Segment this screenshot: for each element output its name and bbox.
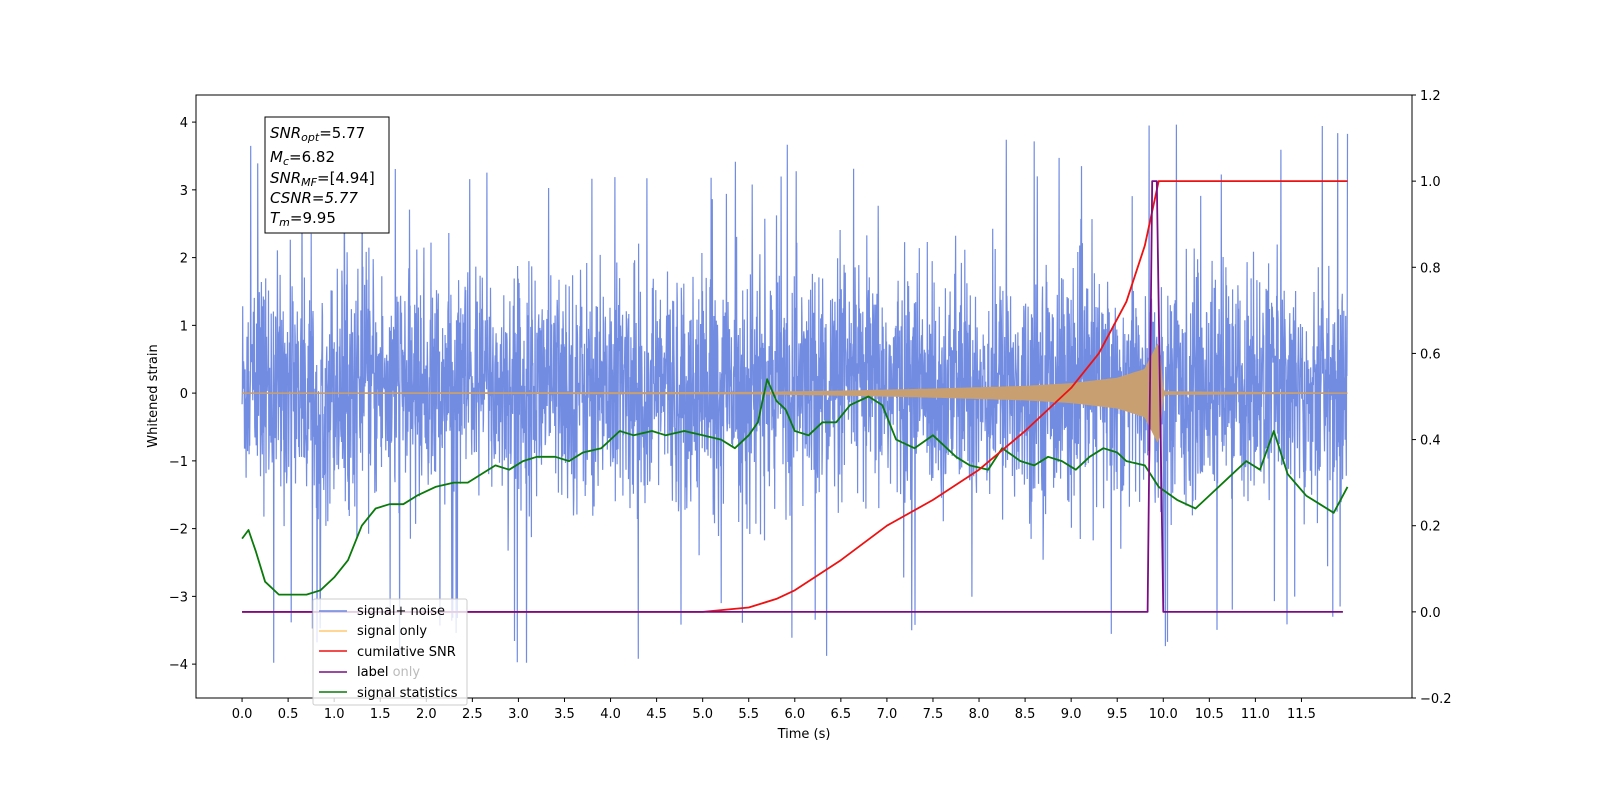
- info-csnr: CSNR=5.77: [270, 189, 358, 207]
- y-left-axis-label: Whitened strain: [146, 344, 161, 447]
- x-tick-label: 11.0: [1241, 707, 1270, 722]
- x-tick-label: 10.0: [1149, 707, 1178, 722]
- legend-label-signal-only: signal only: [357, 624, 427, 639]
- x-tick-label: 7.0: [877, 707, 898, 722]
- y-right-axis-ticks: 1.2 1.0 0.8 0.6 0.4 0.2 0.0 −0.2: [1412, 89, 1452, 707]
- series-layer: [241, 124, 1349, 663]
- legend: signal+ noise signal only cumilative SNR…: [312, 598, 468, 706]
- x-tick-label: 6.5: [831, 707, 852, 722]
- legend-frame: [312, 598, 468, 706]
- y-left-tick-label: 0: [180, 387, 188, 402]
- x-tick-label: 9.0: [1061, 707, 1082, 722]
- info-tm: Tm=9.95: [270, 209, 336, 229]
- x-tick-label: 5.0: [692, 707, 713, 722]
- x-tick-label: 4.5: [646, 707, 667, 722]
- series-label-line: [242, 180, 1343, 613]
- y-left-axis-ticks: 4 3 2 1 0 −1 −2 −3 −4: [169, 116, 196, 673]
- x-tick-label: 1.5: [370, 707, 391, 722]
- x-tick-label: 2.5: [462, 707, 483, 722]
- x-tick-label: 7.5: [923, 707, 944, 722]
- legend-label-cumulative-snr: cumilative SNR: [357, 645, 456, 660]
- x-tick-label: 8.5: [1015, 707, 1036, 722]
- y-left-tick-label: 2: [180, 252, 188, 267]
- x-tick-label: 10.5: [1195, 707, 1224, 722]
- x-tick-label: 0.0: [232, 707, 253, 722]
- x-tick-label: 1.0: [324, 707, 345, 722]
- x-tick-label: 2.0: [416, 707, 437, 722]
- x-tick-label: 0.5: [278, 707, 299, 722]
- legend-label-label-only-hidden: label only: [357, 665, 420, 680]
- info-snr-opt: SNRopt=5.77: [270, 124, 365, 144]
- y-left-tick-label: −3: [169, 590, 188, 605]
- info-snr-mf: SNRMF=[4.94]: [270, 169, 375, 189]
- y-right-tick-label: 1.0: [1420, 175, 1441, 190]
- info-mc: Mc=6.82: [270, 148, 335, 168]
- x-tick-label: 11.5: [1287, 707, 1316, 722]
- y-right-tick-label: 0.2: [1420, 520, 1441, 535]
- y-right-tick-label: 0.4: [1420, 434, 1441, 449]
- y-right-tick-label: −0.2: [1420, 692, 1452, 707]
- y-left-tick-label: −4: [169, 658, 188, 673]
- y-left-tick-label: −1: [169, 455, 188, 470]
- legend-label-signal-noise: signal+ noise: [357, 604, 445, 619]
- y-right-tick-label: 0.8: [1420, 261, 1441, 276]
- x-tick-label: 3.5: [554, 707, 575, 722]
- y-left-tick-label: 4: [180, 116, 188, 131]
- x-axis-label: Time (s): [777, 727, 831, 742]
- y-right-tick-label: 0.6: [1420, 347, 1441, 362]
- x-tick-label: 5.5: [738, 707, 759, 722]
- series-cumulative-snr-line: [242, 180, 1348, 613]
- x-tick-label: 4.0: [600, 707, 621, 722]
- x-tick-label: 3.0: [508, 707, 529, 722]
- y-left-tick-label: −2: [169, 523, 188, 538]
- y-left-tick-label: 1: [180, 319, 188, 334]
- info-box: SNRopt=5.77 Mc=6.82 SNRMF=[4.94] CSNR=5.…: [264, 116, 390, 234]
- x-tick-label: 8.0: [969, 707, 990, 722]
- plot-frame: [195, 94, 1413, 699]
- y-left-tick-label: 3: [180, 184, 188, 199]
- legend-label-signal-statistics: signal statistics: [357, 686, 458, 701]
- y-right-tick-label: 1.2: [1420, 89, 1441, 104]
- x-tick-label: 6.0: [784, 707, 805, 722]
- x-axis-ticks: 0.0 0.5 1.0 1.5 2.0 2.5 3.0 3.5 4.0 4.5 5.0 5.5 6.0 6…: [232, 698, 1316, 722]
- y-right-tick-label: 0.0: [1420, 606, 1441, 621]
- x-tick-label: 9.5: [1107, 707, 1128, 722]
- legend-label-label: label: [357, 665, 388, 680]
- info-box-frame: [264, 116, 390, 234]
